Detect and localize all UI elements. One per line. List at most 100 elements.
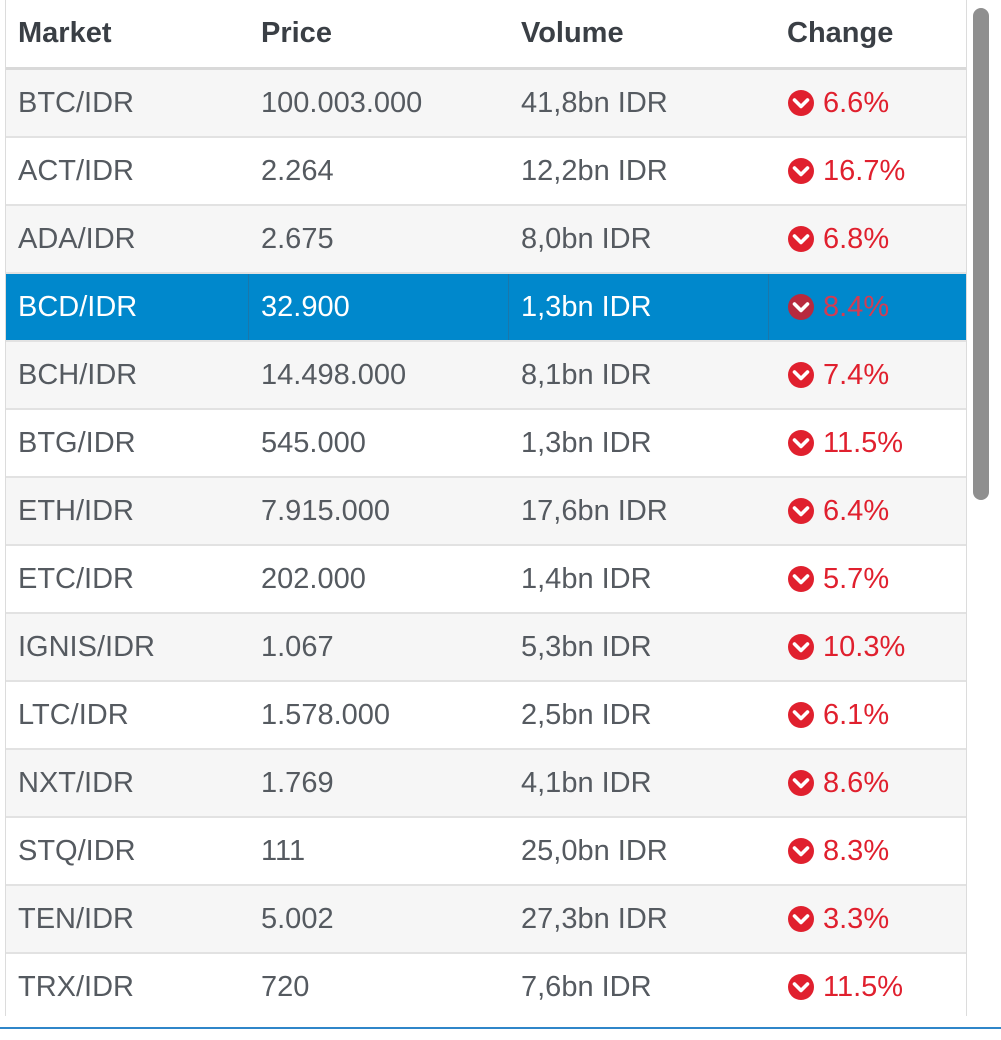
chevron-down-circle-icon bbox=[787, 89, 815, 117]
bottom-divider bbox=[0, 1027, 1001, 1029]
volume-cell: 8,1bn IDR bbox=[521, 358, 652, 391]
volume-cell: 12,2bn IDR bbox=[521, 154, 668, 187]
column-header-market[interactable]: Market bbox=[18, 17, 112, 49]
price-cell: 1.067 bbox=[261, 630, 334, 663]
change-cell: 8.3% bbox=[769, 818, 966, 884]
volume-cell: 41,8bn IDR bbox=[521, 86, 668, 119]
scrollbar[interactable] bbox=[967, 0, 1001, 1016]
price-cell: 1.578.000 bbox=[261, 698, 391, 731]
volume-cell: 5,3bn IDR bbox=[521, 630, 652, 663]
chevron-down-circle-icon bbox=[787, 361, 815, 389]
market-cell: ADA/IDR bbox=[18, 222, 136, 255]
table-row[interactable]: TRX/IDR 720 7,6bn IDR 11.5% bbox=[6, 954, 966, 1016]
market-cell: BCH/IDR bbox=[18, 358, 138, 391]
change-cell: 5.7% bbox=[769, 546, 966, 612]
volume-cell: 4,1bn IDR bbox=[521, 766, 652, 799]
column-header-volume[interactable]: Volume bbox=[521, 17, 624, 49]
change-value: 8.3% bbox=[787, 835, 889, 868]
table-row[interactable]: BTG/IDR 545.000 1,3bn IDR 11.5% bbox=[6, 410, 966, 478]
chevron-down-circle-icon bbox=[787, 225, 815, 253]
market-cell: ETH/IDR bbox=[18, 494, 134, 527]
change-value: 6.6% bbox=[787, 87, 889, 120]
column-header-price[interactable]: Price bbox=[261, 17, 332, 49]
scrollbar-thumb[interactable] bbox=[973, 8, 989, 500]
chevron-down-circle-icon bbox=[787, 293, 815, 321]
table-row[interactable]: ADA/IDR 2.675 8,0bn IDR 6.8% bbox=[6, 206, 966, 274]
change-cell: 6.8% bbox=[769, 206, 966, 272]
change-cell: 10.3% bbox=[769, 614, 966, 680]
change-percent: 11.5% bbox=[823, 970, 904, 1003]
volume-cell: 1,3bn IDR bbox=[509, 274, 769, 340]
change-value: 6.4% bbox=[787, 495, 889, 528]
chevron-down-circle-icon bbox=[787, 973, 815, 1001]
price-cell: 545.000 bbox=[261, 426, 366, 459]
price-cell: 2.675 bbox=[261, 222, 334, 255]
change-percent: 16.7% bbox=[823, 154, 906, 187]
volume-cell: 25,0bn IDR bbox=[521, 834, 668, 867]
change-cell: 3.3% bbox=[769, 886, 966, 952]
price-cell: 14.498.000 bbox=[261, 358, 407, 391]
chevron-down-circle-icon bbox=[787, 565, 815, 593]
table-row[interactable]: LTC/IDR 1.578.000 2,5bn IDR 6.1% bbox=[6, 682, 966, 750]
change-value: 8.4% bbox=[787, 291, 889, 324]
market-cell: BCD/IDR bbox=[6, 274, 249, 340]
table-row[interactable]: NXT/IDR 1.769 4,1bn IDR 8.6% bbox=[6, 750, 966, 818]
price-cell: 7.915.000 bbox=[261, 494, 391, 527]
table-row[interactable]: ETH/IDR 7.915.000 17,6bn IDR 6.4% bbox=[6, 478, 966, 546]
volume-cell: 1,3bn IDR bbox=[521, 426, 652, 459]
change-percent: 6.8% bbox=[823, 222, 890, 255]
bottom-strip bbox=[0, 1016, 1001, 1027]
table-header: Market Price Volume Change bbox=[6, 0, 966, 70]
chevron-down-circle-icon bbox=[787, 837, 815, 865]
price-cell: 100.003.000 bbox=[261, 86, 423, 119]
chevron-down-circle-icon bbox=[787, 497, 815, 525]
change-cell: 6.6% bbox=[769, 70, 966, 136]
chevron-down-circle-icon bbox=[787, 905, 815, 933]
table-row[interactable]: IGNIS/IDR 1.067 5,3bn IDR 10.3% bbox=[6, 614, 966, 682]
change-value: 7.4% bbox=[787, 359, 889, 392]
table-row[interactable]: ACT/IDR 2.264 12,2bn IDR 16.7% bbox=[6, 138, 966, 206]
market-cell: BTC/IDR bbox=[18, 86, 134, 119]
market-cell: IGNIS/IDR bbox=[18, 630, 155, 663]
market-cell: ACT/IDR bbox=[18, 154, 134, 187]
change-percent: 11.5% bbox=[823, 426, 904, 459]
price-cell: 32.900 bbox=[249, 274, 509, 340]
change-cell: 6.1% bbox=[769, 682, 966, 748]
change-value: 8.6% bbox=[787, 767, 889, 800]
change-percent: 8.3% bbox=[823, 834, 890, 867]
table-body: BTC/IDR 100.003.000 41,8bn IDR 6.6% ACT/IDR 2… bbox=[6, 70, 966, 1016]
volume-cell: 8,0bn IDR bbox=[521, 222, 652, 255]
change-percent: 6.4% bbox=[823, 494, 890, 527]
table-row[interactable]: STQ/IDR 111 25,0bn IDR 8.3% bbox=[6, 818, 966, 886]
change-percent: 6.1% bbox=[823, 698, 890, 731]
price-cell: 1.769 bbox=[261, 766, 334, 799]
change-percent: 8.4% bbox=[823, 290, 890, 323]
table-row[interactable]: BCD/IDR 32.900 1,3bn IDR 8.4% bbox=[6, 274, 966, 342]
market-cell: TRX/IDR bbox=[18, 970, 134, 1003]
change-cell: 11.5% bbox=[769, 410, 966, 476]
price-cell: 720 bbox=[261, 970, 310, 1003]
chevron-down-circle-icon bbox=[787, 701, 815, 729]
change-value: 5.7% bbox=[787, 563, 889, 596]
change-percent: 7.4% bbox=[823, 358, 890, 391]
price-cell: 111 bbox=[261, 834, 306, 867]
market-cell: TEN/IDR bbox=[18, 902, 134, 935]
price-cell: 202.000 bbox=[261, 562, 366, 595]
change-value: 10.3% bbox=[787, 631, 905, 664]
change-cell: 16.7% bbox=[769, 138, 966, 204]
volume-cell: 2,5bn IDR bbox=[521, 698, 652, 731]
market-cell: ETC/IDR bbox=[18, 562, 134, 595]
table-row[interactable]: BCH/IDR 14.498.000 8,1bn IDR 7.4% bbox=[6, 342, 966, 410]
change-cell: 6.4% bbox=[769, 478, 966, 544]
volume-cell: 27,3bn IDR bbox=[521, 902, 668, 935]
table-row[interactable]: ETC/IDR 202.000 1,4bn IDR 5.7% bbox=[6, 546, 966, 614]
column-header-change[interactable]: Change bbox=[787, 17, 894, 49]
table-row[interactable]: BTC/IDR 100.003.000 41,8bn IDR 6.6% bbox=[6, 70, 966, 138]
table-row[interactable]: TEN/IDR 5.002 27,3bn IDR 3.3% bbox=[6, 886, 966, 954]
change-percent: 10.3% bbox=[823, 630, 906, 663]
change-value: 11.5% bbox=[787, 971, 903, 1004]
change-cell: 8.4% bbox=[769, 274, 966, 340]
change-cell: 11.5% bbox=[769, 954, 966, 1016]
change-percent: 8.6% bbox=[823, 766, 890, 799]
change-percent: 5.7% bbox=[823, 562, 890, 595]
